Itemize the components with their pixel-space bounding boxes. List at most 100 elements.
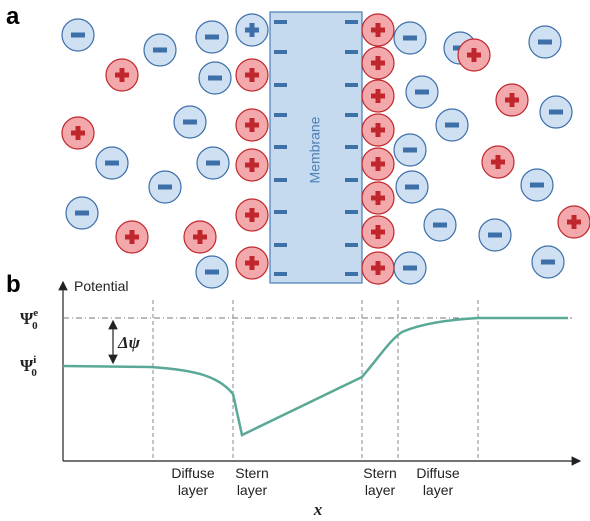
membrane-charge <box>345 83 358 87</box>
sign <box>445 123 459 128</box>
sign <box>376 157 381 171</box>
anion <box>396 171 428 203</box>
cation <box>236 149 268 181</box>
sign <box>538 40 552 45</box>
sign <box>376 191 381 205</box>
membrane-charge <box>345 178 358 182</box>
cation <box>362 47 394 79</box>
membrane-charge <box>345 243 358 247</box>
sign <box>250 23 255 37</box>
cation <box>184 221 216 253</box>
sign <box>158 185 172 190</box>
sign <box>376 89 381 103</box>
cation <box>558 206 590 238</box>
panel-label: b <box>6 271 21 298</box>
sign <box>541 260 555 265</box>
cation <box>236 109 268 141</box>
sign <box>549 110 563 115</box>
sign <box>376 56 381 70</box>
anion <box>196 256 228 288</box>
cation <box>362 114 394 146</box>
superscript: e <box>33 307 38 319</box>
anion <box>479 219 511 251</box>
anion <box>540 96 572 128</box>
region-label: Stern <box>363 465 396 481</box>
membrane-charge <box>345 145 358 149</box>
sign <box>205 270 219 275</box>
cation <box>362 216 394 248</box>
cation <box>458 39 490 71</box>
sign <box>510 93 515 107</box>
cation <box>482 146 514 178</box>
cation <box>62 117 94 149</box>
anion <box>424 209 456 241</box>
anion <box>521 169 553 201</box>
sign <box>198 230 203 244</box>
anion <box>199 62 231 94</box>
membrane-label: Membrane <box>307 116 323 183</box>
y-axis-label: Potential <box>74 278 128 294</box>
anion <box>174 106 206 138</box>
anion <box>62 19 94 51</box>
sign <box>250 256 255 270</box>
sign <box>250 68 255 82</box>
region-label: layer <box>178 482 209 498</box>
cation <box>362 182 394 214</box>
region-labels: DiffuselayerSternlayerSternlayerDiffusel… <box>171 465 460 498</box>
cation <box>362 252 394 284</box>
subscript: 0 <box>31 367 37 379</box>
region-label: layer <box>365 482 396 498</box>
sign <box>153 48 167 53</box>
region-label: layer <box>237 482 268 498</box>
cation <box>236 247 268 279</box>
panel-label: a <box>6 3 20 30</box>
sign <box>120 68 125 82</box>
sign <box>405 185 419 190</box>
membrane-charge <box>274 145 287 149</box>
anion <box>394 252 426 284</box>
membrane-charge <box>274 272 287 276</box>
region-label: layer <box>423 482 454 498</box>
anion <box>394 134 426 166</box>
membrane-charge <box>274 20 287 24</box>
anion <box>197 147 229 179</box>
anion <box>66 197 98 229</box>
cation <box>362 14 394 46</box>
sign <box>403 36 417 41</box>
sign <box>183 120 197 125</box>
sign <box>105 161 119 166</box>
sign <box>250 158 255 172</box>
membrane-charge <box>345 272 358 276</box>
anion <box>529 26 561 58</box>
membrane-charge <box>274 113 287 117</box>
sign <box>530 183 544 188</box>
sign <box>205 35 219 40</box>
membrane-charge <box>345 113 358 117</box>
anion <box>532 246 564 278</box>
cation <box>236 59 268 91</box>
sign <box>208 76 222 81</box>
cation <box>362 80 394 112</box>
cation <box>236 14 268 46</box>
sign <box>403 266 417 271</box>
anion <box>394 22 426 54</box>
figure: a Membrane b Potential Δψ Ψe0 Ψi0 Diffus… <box>0 0 590 521</box>
sign <box>130 230 135 244</box>
anion <box>436 109 468 141</box>
sign <box>376 261 381 275</box>
cation <box>496 84 528 116</box>
sign <box>496 155 501 169</box>
cation <box>106 59 138 91</box>
anion <box>406 76 438 108</box>
sign <box>472 48 477 62</box>
sign <box>488 233 502 238</box>
region-label: Stern <box>235 465 268 481</box>
membrane-charge <box>345 210 358 214</box>
subscript: 0 <box>32 320 38 332</box>
cation <box>236 199 268 231</box>
cation <box>362 148 394 180</box>
superscript: i <box>33 354 36 366</box>
membrane-charge <box>345 50 358 54</box>
